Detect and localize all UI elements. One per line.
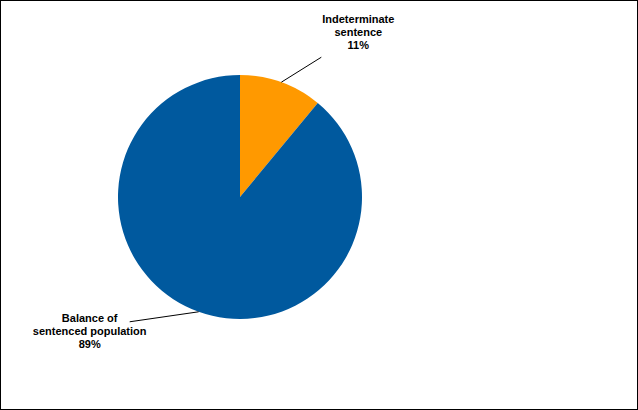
- slice-label-line: sentence: [334, 26, 382, 38]
- chart-frame: [1, 1, 638, 410]
- leader-line: [130, 312, 199, 322]
- pie-slice: [118, 75, 362, 319]
- slice-label-line: Indeterminate: [322, 13, 394, 25]
- slice-value-label: 89%: [79, 338, 101, 350]
- slice-label-line: Balance of: [62, 312, 118, 324]
- slice-label: Indeterminatesentence: [322, 13, 394, 38]
- slice-label-line: sentenced population: [33, 325, 147, 337]
- labels: Indeterminatesentence11%Balance ofsenten…: [33, 13, 395, 350]
- slice-value-label: 11%: [348, 39, 370, 51]
- pie: [118, 75, 362, 319]
- chart: Indeterminatesentence11%Balance ofsenten…: [0, 0, 638, 410]
- slice-label: Balance ofsentenced population: [33, 312, 147, 337]
- leader-line: [281, 57, 321, 82]
